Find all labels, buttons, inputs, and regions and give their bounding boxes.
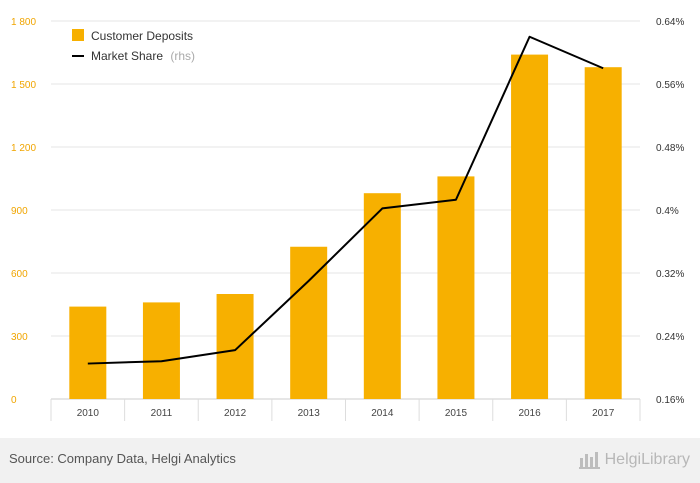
left-tick-label: 300	[11, 332, 28, 343]
deposits-market-share-chart: 0 300 600 900 1 200 1 500 1 800 0.16% 0.24% 0.32…	[11, 17, 684, 421]
bar-2011	[142, 302, 180, 399]
right-tick-label: 0.64%	[656, 17, 684, 28]
right-axis-ticks: 0.16% 0.24% 0.32% 0.4% 0.48% 0.56% 0.64%	[656, 17, 684, 406]
left-tick-label: 600	[11, 269, 28, 280]
source-text: Source: Company Data, Helgi Analytics	[9, 451, 236, 466]
footer: Source: Company Data, Helgi Analytics He…	[0, 438, 700, 483]
x-tick-label: 2015	[445, 408, 468, 419]
legend-swatch-deposits	[72, 29, 84, 41]
bar-2010	[69, 306, 107, 399]
bar-2015	[437, 176, 475, 399]
right-tick-label: 0.16%	[656, 395, 684, 406]
bar-2013	[290, 246, 328, 399]
bar-2012	[216, 294, 254, 399]
x-tick-label: 2016	[518, 408, 541, 419]
brand-name: HelgiLibrary	[604, 451, 690, 468]
legend-label-share: Market Share	[91, 49, 163, 63]
right-tick-label: 0.56%	[656, 80, 684, 91]
legend-label-deposits: Customer Deposits	[91, 29, 193, 43]
x-axis-ticks: 2010 2011 2012 2013 2014 2015 2016 2017	[77, 408, 615, 419]
x-tick-label: 2013	[298, 408, 321, 419]
x-tick-label: 2017	[592, 408, 615, 419]
x-tick-label: 2011	[151, 408, 173, 419]
x-tick-label: 2014	[371, 408, 394, 419]
right-tick-label: 0.32%	[656, 269, 684, 280]
right-tick-label: 0.4%	[656, 206, 679, 217]
legend: Customer Deposits Market Share (rhs)	[72, 29, 195, 63]
left-axis-ticks: 0 300 600 900 1 200 1 500 1 800	[11, 17, 36, 406]
left-tick-label: 1 800	[11, 17, 36, 28]
library-icon	[578, 452, 600, 469]
right-tick-label: 0.48%	[656, 143, 684, 154]
deposit-bars	[69, 54, 622, 399]
x-tick-label: 2010	[77, 408, 100, 419]
brand-logo: HelgiLibrary	[578, 448, 690, 472]
left-tick-label: 1 500	[11, 80, 36, 91]
bar-2017	[584, 67, 622, 399]
right-tick-label: 0.24%	[656, 332, 684, 343]
svg-text:Market Share (rhs): Market Share (rhs)	[91, 49, 195, 63]
legend-label-share-suffix: (rhs)	[170, 49, 195, 63]
market-share-line	[87, 35, 604, 365]
left-tick-label: 1 200	[11, 143, 36, 154]
bar-2014	[363, 193, 401, 399]
x-tick-label: 2012	[224, 408, 247, 419]
left-tick-label: 0	[11, 395, 17, 406]
market-share-polyline	[87, 35, 604, 365]
bar-2016	[511, 54, 549, 399]
left-tick-label: 900	[11, 206, 28, 217]
